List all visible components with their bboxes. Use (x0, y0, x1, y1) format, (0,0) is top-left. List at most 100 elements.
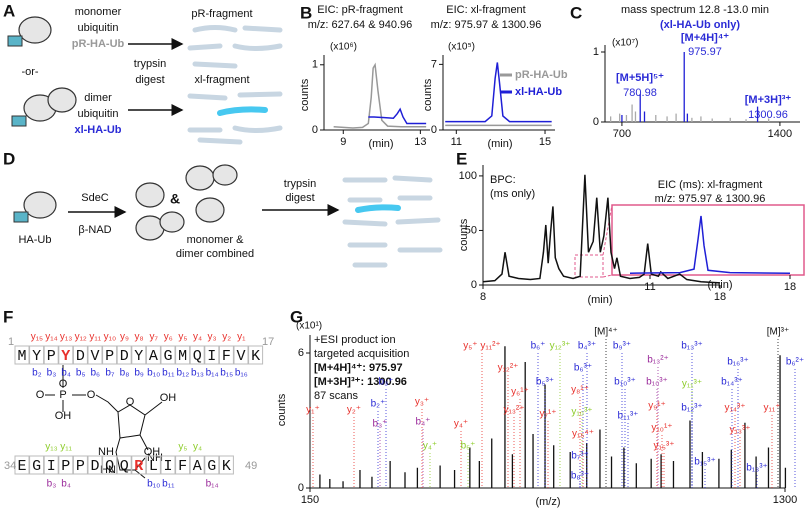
residue-number: 1 (8, 336, 14, 348)
residue-box (29, 345, 45, 365)
x-axis-label: (min) (487, 138, 512, 150)
atom: NH (98, 446, 114, 458)
line (445, 62, 552, 123)
y-ion: y₃ (208, 332, 217, 343)
residue: E (17, 458, 26, 475)
legend-text: [M+4H]⁴⁺: 975.97 (314, 362, 403, 374)
label: trypsin (284, 178, 316, 190)
residue-box (145, 455, 161, 475)
y-axis-label: counts (458, 218, 470, 251)
residue: G (163, 348, 172, 365)
label: monomer & (187, 234, 245, 246)
y-ion: y₁₄ (45, 332, 57, 343)
residue: Q (193, 348, 202, 365)
atom: O (126, 396, 135, 408)
chart-title: EIC: pR-fragment (317, 4, 403, 16)
ion-label: b₁₀³⁺ (614, 377, 636, 388)
y-tick-label: 0 (312, 124, 318, 136)
y-tick-label: 0 (298, 482, 304, 494)
ion-label: y₁₃²⁺ (503, 405, 524, 416)
residue: Y (134, 348, 143, 365)
y-ion: y₁ (237, 332, 246, 343)
x-tick-label: 8 (480, 291, 486, 303)
residue: P (105, 348, 114, 365)
residue-box (58, 455, 74, 475)
label: & (170, 191, 180, 207)
ion-label: b₁₆³⁺ (727, 357, 749, 368)
x-tick-label: 11 (644, 281, 655, 293)
ion-label: y₄⁺ (454, 419, 468, 430)
x-tick-label: 1400 (768, 128, 792, 140)
y-scale: (x10⁵) (448, 42, 475, 53)
residue: M (17, 348, 26, 365)
residue-box (175, 345, 191, 365)
chart-title: (ms only) (490, 188, 535, 200)
residue-box (248, 345, 264, 365)
ion-label: b₃⁺ (379, 377, 394, 388)
ion-label: b₆³⁺ (574, 363, 592, 374)
ion-label: b₈³⁺ (571, 471, 589, 482)
ion-label: y₃⁺ (415, 397, 429, 408)
atom: O (87, 389, 96, 401)
residue-box (116, 455, 132, 475)
y-ion: y₈ (135, 332, 144, 343)
inset-frame (611, 204, 805, 276)
chart-title: (xl-HA-Ub only) (660, 19, 740, 31)
ion-label: [M]³⁺ (767, 327, 790, 338)
label: digest (285, 192, 314, 204)
residue: K (222, 458, 231, 475)
x-tick-label: 9 (340, 136, 346, 148)
x-tick-label: 15 (539, 136, 551, 148)
atom: O (59, 378, 68, 390)
ion-label: b₁₅³⁺ (694, 457, 716, 468)
y-tick-label: 100 (459, 170, 477, 182)
chart-title: m/z: 975.97 & 1300.96 (431, 19, 542, 31)
b-ion: b₄ (61, 479, 71, 490)
label: digest (135, 74, 164, 86)
panel-label: E (456, 149, 467, 168)
residue: D (90, 458, 99, 475)
x-axis-label: (min) (587, 294, 612, 306)
annotation: [M+3H]³⁺ (745, 94, 792, 106)
ion-label: y₁₅³⁺ (653, 441, 674, 452)
label: ubiquitin (78, 22, 119, 34)
ion-label: b₁₃³⁺ (746, 463, 768, 474)
residue-box (72, 345, 88, 365)
y-ion: y₆ (164, 332, 173, 343)
ion-label: y₈¹⁺ (571, 385, 589, 396)
atom: OH (55, 410, 72, 422)
panel-d: HA-Ub SdeC β-NAD & monomer & dimer combi… (13, 164, 443, 268)
atom: P (59, 389, 66, 401)
y-tick-label: 50 (465, 224, 477, 236)
residue: Y (32, 348, 41, 365)
y-ion: y₁₁ (60, 442, 72, 453)
ion-label: y₁₀¹⁺ (651, 423, 672, 434)
label: xl-HA-Ub (74, 124, 121, 136)
ion-label: b₁₄³⁺ (721, 377, 743, 388)
residue-box (189, 455, 205, 475)
label: -or- (21, 66, 38, 78)
legend-text: targeted acquisition (314, 348, 409, 360)
residue: I (207, 348, 216, 365)
panel-label: G (290, 307, 303, 326)
y-tick-label: 0 (471, 279, 477, 291)
x-tick-label: 1300 (773, 494, 797, 506)
residue-box (189, 345, 205, 365)
y-ion: y₁₂ (75, 332, 87, 343)
y-ion: y₁₃ (45, 442, 57, 453)
panel-label: F (3, 307, 13, 326)
label: monomer (75, 6, 122, 18)
x-tick-label: 18 (714, 291, 726, 303)
b-ion: b₁₀ (147, 479, 160, 490)
b-ion: b₈ (120, 368, 130, 379)
ion-label: b₂⁺ (371, 399, 386, 410)
label: dimer (84, 92, 112, 104)
annotation: 975.97 (688, 46, 722, 58)
atom: O (36, 389, 45, 401)
y-tick-label: 7 (431, 58, 437, 70)
ion-label: b₇³⁺ (571, 451, 589, 462)
residue-box (131, 455, 147, 475)
ion-label: y₁₅⁴⁺ (572, 429, 594, 440)
ion-label: [M]⁴⁺ (594, 327, 617, 338)
panel-label: C (570, 3, 582, 22)
